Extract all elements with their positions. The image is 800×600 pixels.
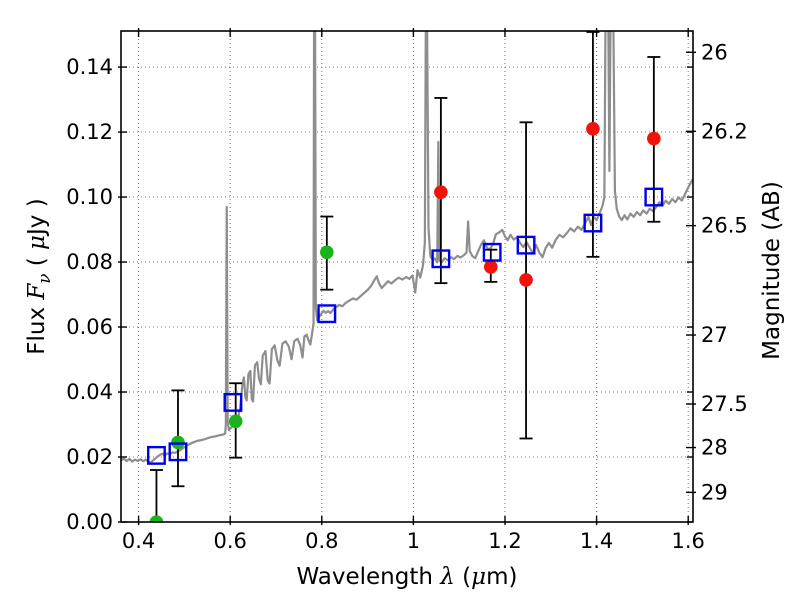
observed-optical-markers	[149, 245, 334, 522]
x-tick-label: 1.2	[488, 529, 521, 553]
model-photometry-markers	[146, 187, 664, 465]
flux-tick-label: 0.12	[66, 120, 113, 144]
mag-tick-label: 26.2	[701, 119, 748, 143]
data-point-square	[583, 213, 603, 233]
data-point-circle	[149, 515, 164, 522]
data-point-square	[431, 249, 451, 269]
y-axis-label-left-part: (	[24, 250, 50, 274]
data-point-circle	[483, 260, 498, 274]
data-point-square	[482, 242, 502, 262]
x-axis-label: Wavelength λ (μm)	[297, 564, 518, 590]
x-axis-label-part: Wavelength	[297, 564, 441, 590]
data-point-circle	[586, 122, 600, 136]
data-point-circle	[647, 131, 661, 146]
data-point-square	[223, 392, 243, 412]
data-point-square	[168, 442, 188, 462]
flux-tick-label: 0.00	[66, 510, 113, 534]
data-point-square	[516, 235, 536, 255]
x-tick-label: 1.4	[580, 529, 613, 553]
flux-tick-label: 0.06	[66, 315, 113, 339]
data-point-circle	[320, 245, 334, 260]
y-axis-label-left-part: F	[24, 283, 50, 301]
x-tick-label: 0.4	[122, 529, 155, 553]
flux-tick-label: 0.08	[66, 250, 113, 274]
x-tick-label: 0.8	[305, 529, 338, 553]
flux-tick-label: 0.14	[66, 55, 113, 79]
x-tick-label: 1.6	[671, 529, 704, 553]
plot-frame	[120, 30, 694, 523]
model-spectrum-line	[121, 31, 693, 464]
y-axis-label-right-part: Magnitude (AB)	[759, 181, 785, 360]
data-point-circle	[519, 273, 533, 287]
flux-tick-label: 0.10	[66, 185, 113, 209]
observed-infrared-markers	[434, 122, 661, 287]
data-point-square	[317, 304, 337, 324]
plot-area	[121, 31, 693, 522]
x-axis-label-part: (	[455, 564, 471, 590]
x-axis-label-part: λ	[439, 564, 455, 590]
x-tick-label: 0.6	[213, 529, 246, 553]
flux-tick-label: 0.04	[66, 380, 113, 404]
y-axis-label-left-part: ν	[35, 274, 54, 284]
mag-tick-label: 26	[701, 40, 728, 64]
y-axis-label-left-part: Jy )	[24, 198, 50, 237]
data-point-circle	[228, 414, 243, 429]
x-axis-label-part: m)	[486, 564, 517, 590]
y-axis-label-left-part: μ	[24, 235, 50, 250]
mag-tick-label: 28	[701, 436, 728, 460]
mag-tick-label: 27.5	[701, 392, 748, 416]
mag-tick-label: 29	[701, 480, 728, 504]
y-axis-label-right: Magnitude (AB)	[759, 181, 785, 360]
mag-tick-label: 27	[701, 323, 728, 347]
y-axis-label-left: Flux Fν ( μJy )	[24, 198, 54, 354]
error-bars	[149, 31, 661, 522]
data-point-square	[146, 445, 166, 465]
x-tick-label: 1	[407, 529, 420, 553]
y-axis-label-left-part: Flux	[24, 300, 50, 355]
flux-tick-label: 0.02	[66, 445, 113, 469]
mag-tick-label: 26.5	[701, 214, 748, 238]
data-point-circle	[434, 185, 448, 199]
axis-ticks	[118, 28, 696, 525]
x-axis-label-part: μ	[471, 564, 486, 590]
data-point-square	[644, 187, 664, 207]
